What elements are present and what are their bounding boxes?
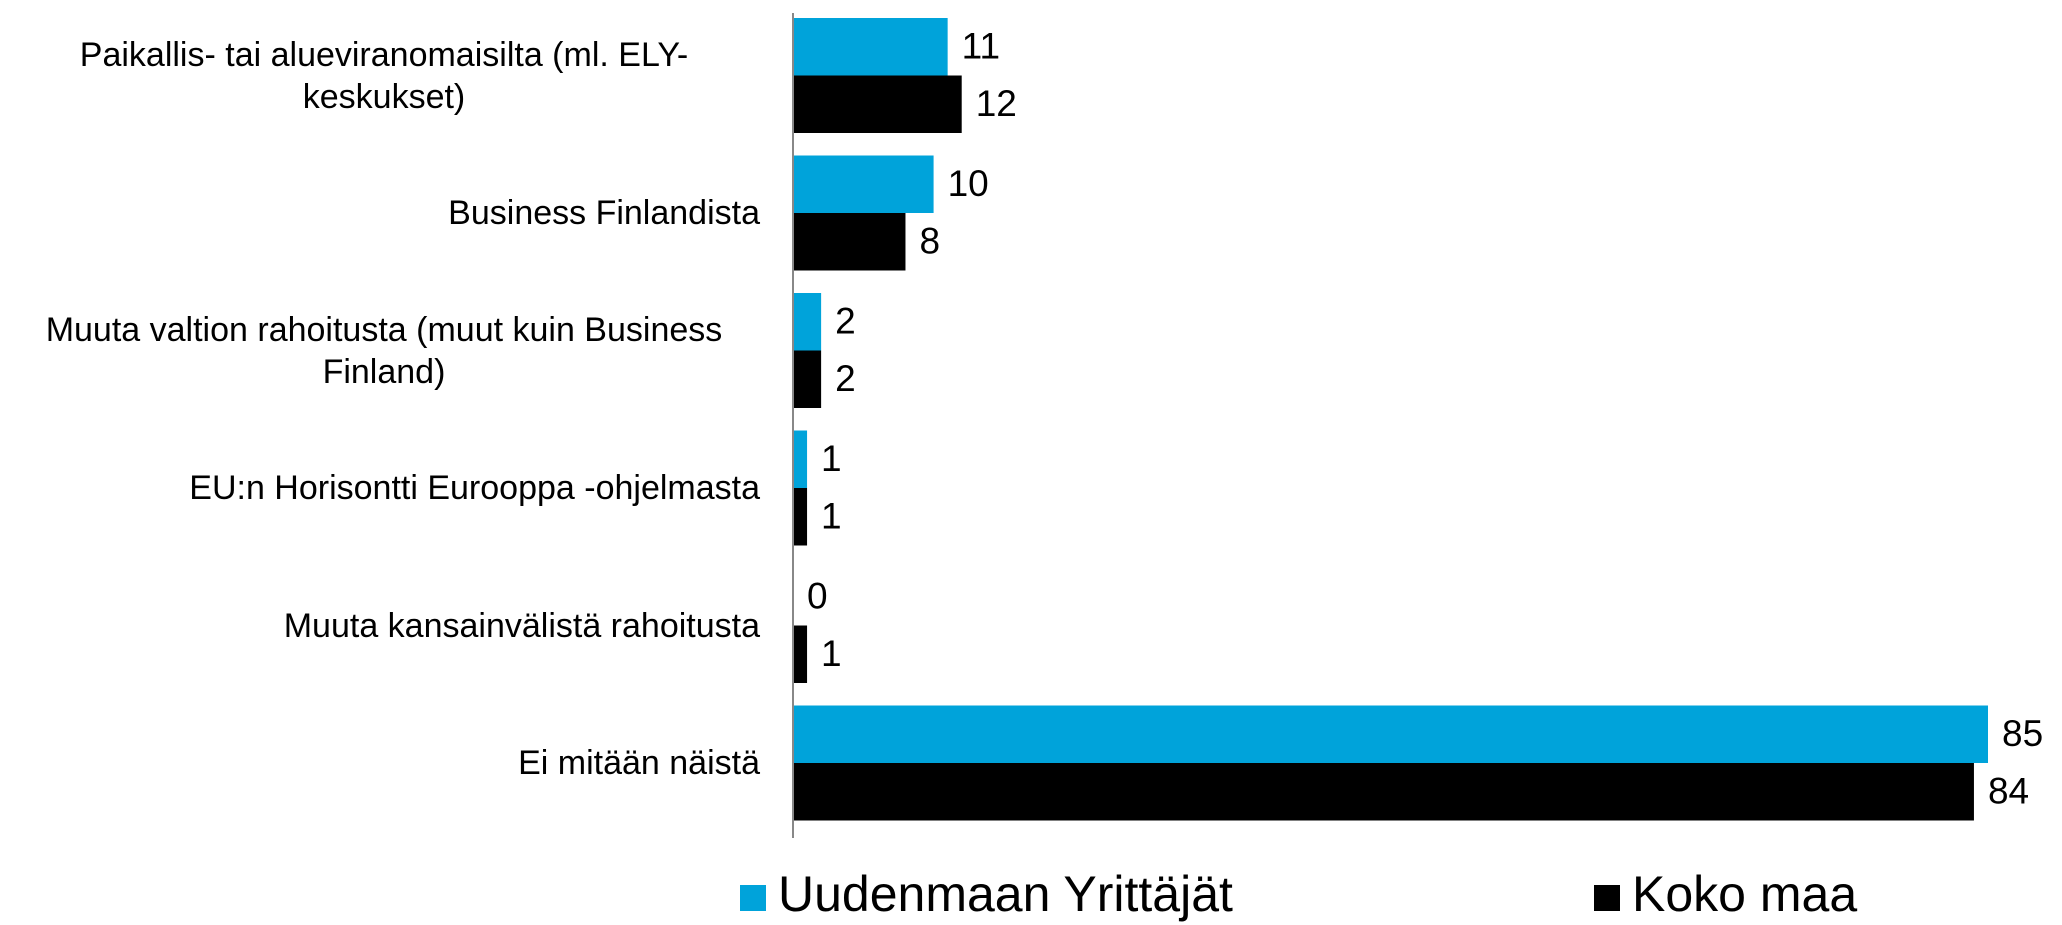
- bar: [793, 705, 1988, 763]
- data-label: 2: [835, 358, 856, 399]
- data-label: 84: [1988, 771, 2029, 812]
- bar: [793, 488, 808, 546]
- data-label: 85: [2002, 713, 2043, 754]
- data-label: 1: [821, 496, 842, 537]
- data-label: 2: [835, 301, 856, 342]
- category-text: Muuta valtion rahoitusta (muut kuin Busi…: [45, 310, 723, 391]
- category-label: Muuta valtion rahoitusta (muut kuin Busi…: [8, 309, 760, 393]
- category-text: EU:n Horisontti Eurooppa -ohjelmasta: [189, 469, 760, 507]
- bar: [793, 75, 962, 133]
- category-label: Business Finlandista: [8, 192, 760, 234]
- category-label: EU:n Horisontti Eurooppa -ohjelmasta: [8, 467, 760, 509]
- legend-swatch: [740, 885, 766, 911]
- category-text: Business Finlandista: [448, 194, 760, 232]
- bar: [793, 18, 948, 76]
- bar: [793, 763, 1974, 821]
- bar: [793, 155, 934, 213]
- category-label: Muuta kansainvälistä rahoitusta: [8, 605, 760, 647]
- category-text: Paikallis- tai alueviranomaisilta (ml. E…: [79, 35, 689, 116]
- data-label: 12: [976, 83, 1017, 124]
- bar: [793, 430, 808, 488]
- bar: [793, 625, 808, 683]
- category-text: Muuta kansainvälistä rahoitusta: [283, 606, 760, 645]
- legend-swatch: [1594, 885, 1620, 911]
- legend-label: Uudenmaan Yrittäjät: [778, 866, 1233, 922]
- category-text: Ei mitään näistä: [518, 744, 760, 782]
- legend-label: Koko maa: [1632, 866, 1857, 922]
- data-label: 1: [821, 633, 842, 674]
- data-label: 8: [919, 221, 940, 262]
- data-label: 1: [821, 438, 842, 479]
- data-label: 11: [962, 26, 1000, 67]
- bar: [793, 350, 822, 408]
- data-label: 0: [807, 576, 828, 617]
- bar: [793, 293, 822, 351]
- category-label: Paikallis- tai alueviranomaisilta (ml. E…: [8, 34, 760, 118]
- data-label: 10: [948, 163, 989, 204]
- bar: [793, 213, 906, 271]
- category-label: Ei mitään näistä: [8, 742, 760, 784]
